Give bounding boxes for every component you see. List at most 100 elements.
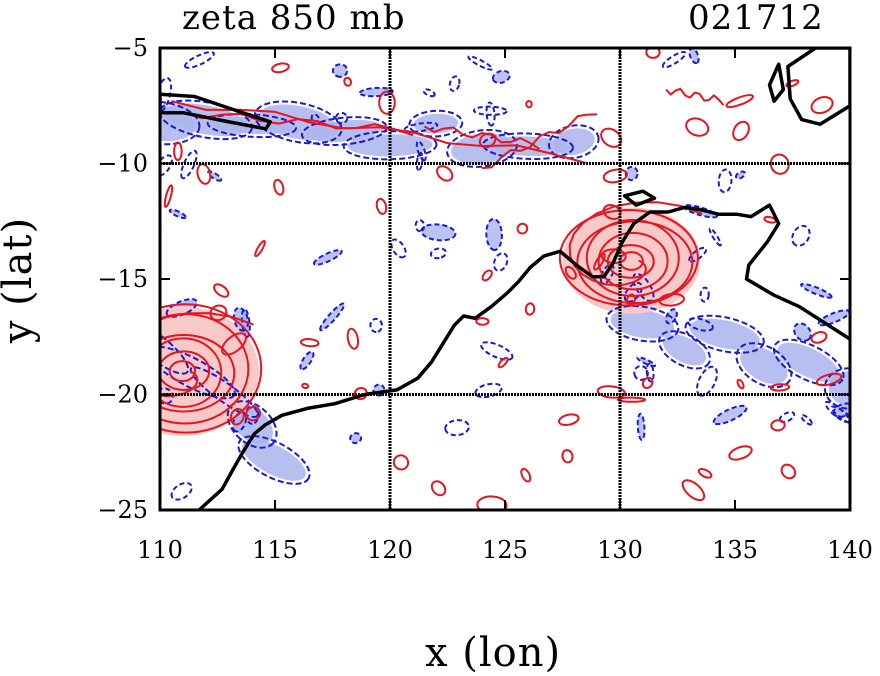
- positive-contour: [815, 372, 843, 387]
- positive-contour: [665, 87, 725, 106]
- positive-contour: [524, 302, 536, 316]
- negative-contour: [408, 109, 464, 138]
- negative-contour: [206, 112, 297, 139]
- y-axis-title: y (lat): [0, 216, 41, 343]
- positive-contour: [221, 332, 247, 356]
- positive-contour: [160, 333, 236, 413]
- negative-contour: [415, 140, 427, 162]
- x-tick-label: 140: [827, 536, 873, 564]
- positive-contour: [168, 360, 197, 383]
- positive-contour: [728, 445, 753, 461]
- positive-contour: [596, 385, 626, 399]
- positive-contour: [273, 178, 285, 196]
- negative-vorticity-patch: [818, 310, 850, 326]
- positive-contour: [557, 413, 580, 427]
- positive-contour: [213, 283, 230, 298]
- chart-timestamp: 021712: [688, 0, 824, 38]
- negative-contour: [830, 405, 850, 427]
- negative-contour: [658, 330, 711, 370]
- negative-vorticity-patch: [421, 224, 456, 241]
- x-tick-label: 125: [482, 536, 528, 564]
- positive-contour: [378, 90, 396, 115]
- positive-contour: [301, 382, 310, 390]
- positive-contour: [564, 265, 577, 280]
- negative-vorticity-patch: [801, 283, 832, 298]
- negative-contour: [160, 345, 236, 400]
- positive-contour: [810, 331, 828, 344]
- negative-contour: [547, 124, 600, 160]
- negative-contour: [446, 128, 518, 168]
- negative-vorticity-patch: [332, 64, 348, 77]
- positive-contour: [478, 132, 497, 149]
- negative-contour: [183, 51, 215, 69]
- y-tick-label: −5: [113, 34, 148, 62]
- negative-contour: [735, 342, 793, 389]
- positive-contour: [641, 376, 654, 389]
- negative-vorticity-patch: [794, 323, 811, 341]
- negative-vorticity-patch: [320, 303, 345, 331]
- negative-contour: [349, 432, 363, 445]
- x-tick-label: 130: [597, 536, 643, 564]
- positive-contour: [375, 197, 388, 215]
- negative-contour: [253, 100, 343, 145]
- negative-vorticity-patch: [208, 171, 222, 181]
- positive-contour: [697, 467, 713, 479]
- positive-contour: [602, 168, 629, 184]
- positive-contour: [299, 338, 320, 348]
- positive-contour: [525, 99, 533, 109]
- negative-vorticity-patch: [492, 70, 510, 83]
- positive-contour: [561, 449, 574, 464]
- negative-vorticity-patch: [662, 334, 707, 366]
- x-tick-label: 120: [367, 536, 413, 564]
- negative-contour: [358, 86, 394, 98]
- positive-contour: [229, 407, 245, 426]
- negative-contour: [165, 298, 199, 318]
- negative-contour: [237, 435, 311, 485]
- negative-vorticity-patch: [637, 357, 656, 367]
- positive-contour: [171, 100, 586, 164]
- positive-contour: [626, 293, 636, 306]
- negative-contour: [232, 306, 249, 332]
- x-tick-label: 135: [712, 536, 758, 564]
- positive-contour: [685, 117, 710, 137]
- negative-vorticity-patch: [486, 218, 502, 250]
- negative-vorticity-patch: [313, 250, 342, 265]
- positive-contour: [392, 454, 410, 471]
- positive-contour: [182, 111, 414, 137]
- negative-contour: [422, 88, 436, 98]
- negative-vorticity-patch: [169, 209, 186, 219]
- negative-vorticity-patch: [713, 405, 747, 425]
- y-tick-label: −15: [97, 265, 148, 293]
- positive-contour: [271, 62, 290, 74]
- negative-vorticity-patch: [689, 318, 760, 350]
- negative-vorticity-patch: [740, 346, 788, 384]
- negative-contour: [793, 322, 812, 342]
- positive-contour: [475, 317, 490, 326]
- negative-contour: [369, 317, 383, 334]
- negative-vorticity-patch: [552, 128, 595, 156]
- negative-contour: [331, 63, 349, 78]
- positive-contour: [810, 96, 834, 115]
- positive-contour: [725, 94, 754, 109]
- positive-contour: [160, 303, 263, 434]
- negative-contour: [160, 100, 201, 146]
- negative-contour: [696, 365, 718, 397]
- negative-contour: [207, 170, 223, 182]
- positive-contour: [785, 79, 800, 88]
- negative-contour: [688, 246, 708, 263]
- negative-contour: [684, 314, 765, 354]
- y-tick-label: −25: [97, 496, 148, 524]
- chart-title: zeta 850 mb: [182, 0, 406, 38]
- negative-contour: [335, 111, 349, 125]
- x-tick-label: 115: [252, 536, 298, 564]
- negative-contour: [712, 404, 748, 426]
- negative-contour: [605, 304, 680, 343]
- negative-vorticity-patch: [777, 342, 840, 383]
- positive-contour: [481, 269, 493, 282]
- negative-contour: [160, 317, 190, 375]
- y-tick-label: −20: [97, 381, 148, 409]
- negative-contour: [800, 414, 813, 426]
- positive-contour: [585, 218, 680, 297]
- positive-contour: [163, 184, 174, 208]
